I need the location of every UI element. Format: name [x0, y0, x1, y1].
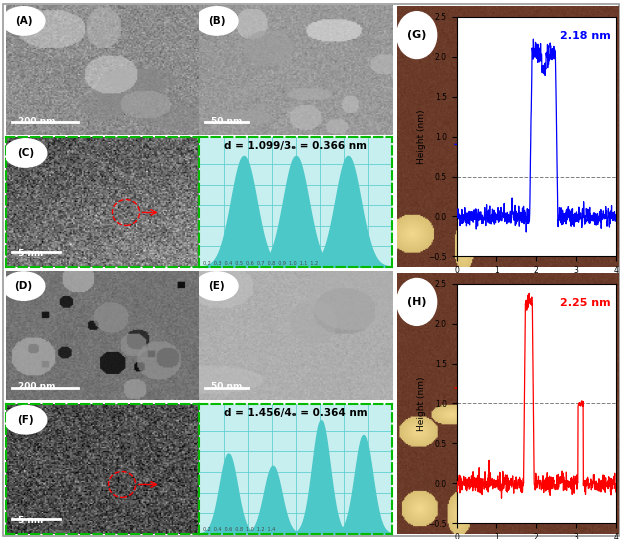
- FancyBboxPatch shape: [3, 4, 619, 536]
- Circle shape: [2, 6, 45, 35]
- Text: 0.2  0.3  0.4  0.5  0.6  0.7  0.8  0.9  1.0  1.1  1.2: 0.2 0.3 0.4 0.5 0.6 0.7 0.8 0.9 1.0 1.1 …: [203, 260, 318, 266]
- Text: 50 nm: 50 nm: [211, 382, 242, 391]
- Text: (H): (H): [407, 297, 427, 307]
- Text: d = 1.456/4ₑ = 0.364 nm: d = 1.456/4ₑ = 0.364 nm: [224, 408, 368, 418]
- Text: d = 1.099/3ₑ = 0.366 nm: d = 1.099/3ₑ = 0.366 nm: [224, 141, 368, 151]
- Text: (F): (F): [17, 415, 34, 425]
- Text: (A): (A): [15, 16, 32, 26]
- Circle shape: [2, 272, 45, 300]
- Circle shape: [4, 139, 47, 167]
- Text: 200 nm: 200 nm: [18, 117, 55, 126]
- Text: (B): (B): [208, 16, 226, 26]
- Circle shape: [4, 405, 47, 434]
- Text: (G): (G): [407, 30, 426, 40]
- Text: 5 nm: 5 nm: [18, 516, 43, 524]
- Text: (C): (C): [17, 148, 34, 158]
- Text: 200 nm: 200 nm: [18, 382, 55, 391]
- Text: (D): (D): [14, 281, 32, 291]
- Text: 5 nm: 5 nm: [18, 249, 43, 258]
- Circle shape: [196, 272, 238, 300]
- Circle shape: [397, 12, 437, 59]
- Text: 50 nm: 50 nm: [211, 117, 242, 126]
- Circle shape: [196, 6, 238, 35]
- Circle shape: [397, 279, 437, 326]
- Text: 0.2  0.4  0.6  0.8  1.0  1.2  1.4: 0.2 0.4 0.6 0.8 1.0 1.2 1.4: [203, 527, 275, 533]
- Text: (E): (E): [209, 281, 225, 291]
